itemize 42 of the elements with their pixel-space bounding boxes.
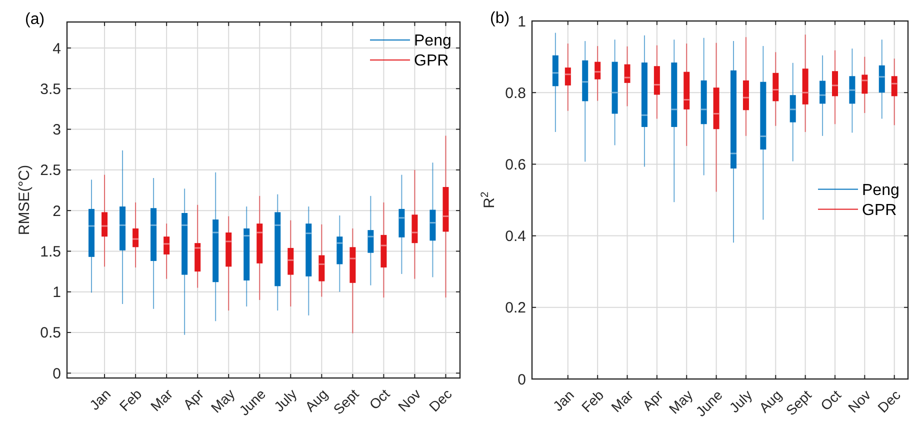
x-tick-label: Oct xyxy=(817,386,844,414)
x-tick-label: May xyxy=(666,386,696,417)
x-tick-label: Nov xyxy=(844,386,874,416)
x-tick-label: Feb xyxy=(578,386,607,416)
legend-label: GPR xyxy=(414,52,449,70)
x-tick-label: Aug xyxy=(756,386,785,416)
y-tick-label: 3.5 xyxy=(40,80,61,98)
y-tick-label: 4 xyxy=(52,40,61,58)
y-tick-label: 2.5 xyxy=(40,162,61,180)
chart-title: (b) xyxy=(490,10,510,27)
chart-title: (a) xyxy=(25,11,45,28)
x-tick-label: Dec xyxy=(874,386,904,416)
x-tick-label: Nov xyxy=(394,386,424,415)
x-tick-label: July xyxy=(270,386,300,415)
y-tick-label: 3 xyxy=(52,122,61,139)
x-tick-label: Feb xyxy=(116,386,145,414)
x-tick-label: Dec xyxy=(426,386,455,415)
x-tick-label: Mar xyxy=(147,386,176,414)
y-tick-label: 0.5 xyxy=(40,324,61,342)
legend-label: Peng xyxy=(862,182,900,199)
x-tick-label: Oct xyxy=(366,386,393,412)
x-tick-label: Apr xyxy=(180,386,207,412)
y-tick-label: 0 xyxy=(518,371,526,388)
y-tick-label: 0.4 xyxy=(505,228,526,246)
legend-label: Peng xyxy=(414,32,452,50)
y-tick-label: 0.2 xyxy=(505,300,526,317)
y-tick-label: 0.6 xyxy=(505,156,526,174)
x-tick-label: Jan xyxy=(550,386,577,414)
y-tick-label: 0.8 xyxy=(505,84,526,102)
x-tick-label: Aug xyxy=(302,386,331,415)
y-tick-label: 1 xyxy=(52,284,61,302)
x-tick-label: July xyxy=(726,386,756,416)
y-axis-title: RMSE(°C) xyxy=(16,164,33,236)
y-tick-label: 2 xyxy=(52,202,61,220)
x-tick-label: May xyxy=(208,386,238,416)
y-tick-label: 1.5 xyxy=(40,243,61,260)
x-tick-label: Mar xyxy=(608,386,637,416)
x-tick-label: Jan xyxy=(86,386,114,414)
x-tick-label: Apr xyxy=(639,386,666,414)
y-tick-label: 0 xyxy=(52,365,61,382)
y-tick-label: 1 xyxy=(518,13,526,30)
legend-label: GPR xyxy=(862,202,897,219)
